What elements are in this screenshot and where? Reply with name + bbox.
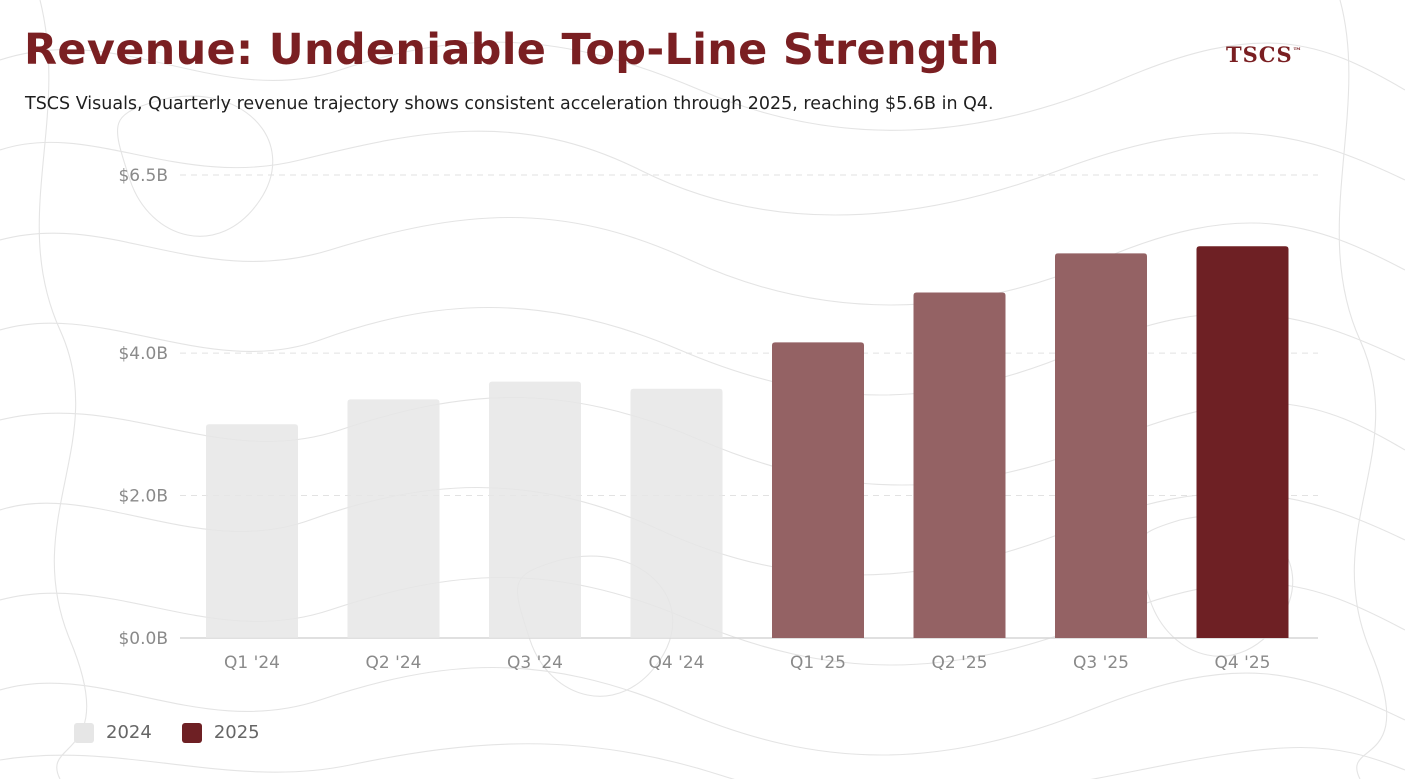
legend-swatch-2024 — [74, 722, 94, 743]
x-tick-label: Q1 '25 — [790, 653, 846, 673]
brand-logo: TSCS™ — [1226, 42, 1302, 67]
bar-q1-25[interactable] — [772, 342, 864, 638]
chart-legend: 2024 2025 — [74, 722, 290, 743]
x-tick-label: Q4 '25 — [1215, 653, 1271, 673]
legend-item-2024[interactable]: 2024 — [74, 722, 152, 743]
page-title: Revenue: Undeniable Top-Line Strength — [24, 25, 1000, 75]
bar-q3-25[interactable] — [1055, 253, 1147, 638]
x-tick-label: Q3 '25 — [1073, 653, 1129, 673]
legend-swatch-2025 — [181, 722, 202, 743]
brand-name: TSCS — [1226, 42, 1293, 67]
y-tick-label: $2.0B — [118, 487, 168, 507]
x-tick-label: Q3 '24 — [507, 653, 563, 673]
page-subtitle: TSCS Visuals, Quarterly revenue trajecto… — [25, 94, 994, 114]
y-tick-label: $4.0B — [118, 344, 168, 364]
bar-q2-24[interactable] — [347, 399, 440, 638]
x-tick-label: Q4 '24 — [649, 653, 705, 673]
y-tick-label: $6.5B — [118, 166, 168, 186]
x-axis: Q1 '24 Q2 '24 Q3 '24 Q4 '24 Q1 '25 Q2 '25 Q3 '… — [224, 653, 1270, 673]
y-axis: $0.0B $2.0B $4.0B $6.5B — [118, 166, 168, 649]
bar-q3-24[interactable] — [489, 381, 581, 638]
legend-label-2024: 2024 — [106, 722, 152, 743]
x-tick-label: Q2 '24 — [366, 653, 422, 673]
bar-q4-24[interactable] — [630, 388, 723, 638]
legend-label-2025: 2025 — [213, 722, 260, 743]
brand-trademark: ™ — [1292, 47, 1302, 57]
legend-item-2025[interactable]: 2025 — [181, 722, 260, 743]
x-tick-label: Q2 '25 — [932, 653, 988, 673]
bar-q4-25[interactable] — [1196, 246, 1289, 638]
y-tick-label: $0.0B — [118, 629, 168, 649]
bar-series — [206, 246, 1289, 638]
x-tick-label: Q1 '24 — [224, 653, 280, 673]
bar-q2-25[interactable] — [913, 292, 1006, 638]
bar-q1-24[interactable] — [206, 424, 298, 638]
